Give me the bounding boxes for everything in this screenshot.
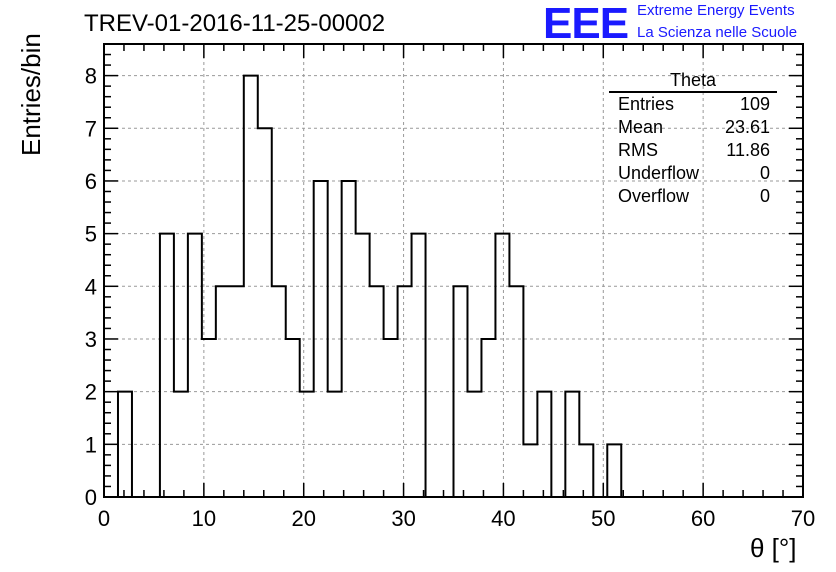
histogram-bin [384,339,398,497]
stats-value: 109 [739,94,770,114]
logo-line-1: Extreme Energy Events [637,2,795,19]
y-tick-label: 0 [85,485,97,510]
x-tick-label: 60 [691,506,715,531]
y-tick-label: 5 [85,222,97,247]
y-axis-label: Entries/bin [16,33,46,156]
x-tick-label: 40 [491,506,515,531]
histogram-bin [607,444,621,497]
histogram-bin [579,444,593,497]
y-tick-label: 2 [85,380,97,405]
histogram-bin [342,181,356,497]
histogram-bin [216,286,230,497]
x-tick-label: 30 [391,506,415,531]
x-tick-label: 10 [192,506,216,531]
chart-title: TREV-01-2016-11-25-00002 [84,10,386,37]
stats-label: Overflow [618,186,690,206]
histogram-bin [286,339,300,497]
stats-row: Entries 109 [609,93,777,116]
stats-row: Mean 23.61 [609,116,777,139]
stats-row: Overflow 0 [609,185,777,208]
histogram-bin [467,392,481,497]
stats-label: Mean [618,117,664,137]
x-tick-label: 50 [591,506,615,531]
eee-logo: EEE [543,0,629,48]
y-tick-label: 1 [85,432,97,457]
histogram-bin [174,392,188,497]
histogram-bin [509,286,523,497]
y-tick-label: 4 [85,274,97,299]
stats-value: 11.86 [726,140,770,160]
x-axis-label: θ [°] [750,533,797,563]
histogram-bin [412,234,426,497]
y-tick-label: 6 [85,169,97,194]
stats-label: Underflow [618,163,700,183]
y-tick-label: 8 [85,64,97,89]
x-tick-label: 0 [98,506,110,531]
x-tick-label: 20 [291,506,315,531]
stats-label: RMS [618,140,658,160]
histogram-bin [188,234,202,497]
histogram-bin [258,128,272,497]
histogram-bin [300,392,314,497]
y-tick-label: 7 [85,116,97,141]
x-tick-label: 70 [791,506,815,531]
y-tick-label: 3 [85,327,97,352]
stats-row: RMS 11.86 [609,139,777,162]
histogram-outline [104,74,803,498]
logo-line-2: La Scienza nelle Scuole [637,24,798,41]
stats-value: 23.61 [724,117,770,137]
stats-box: Theta Entries 109 Mean 23.61 RMS 11.86 U… [609,71,777,208]
stats-label: Entries [618,94,675,114]
stats-name: Theta [609,71,777,93]
histogram-bin [495,234,509,497]
histogram-bin [160,234,174,497]
histogram-bin [523,444,537,497]
stats-value: 0 [759,186,770,206]
stats-value: 0 [759,163,770,183]
histogram-bin [356,234,370,497]
histogram-bin [481,339,495,497]
stats-row: Underflow 0 [609,162,777,185]
